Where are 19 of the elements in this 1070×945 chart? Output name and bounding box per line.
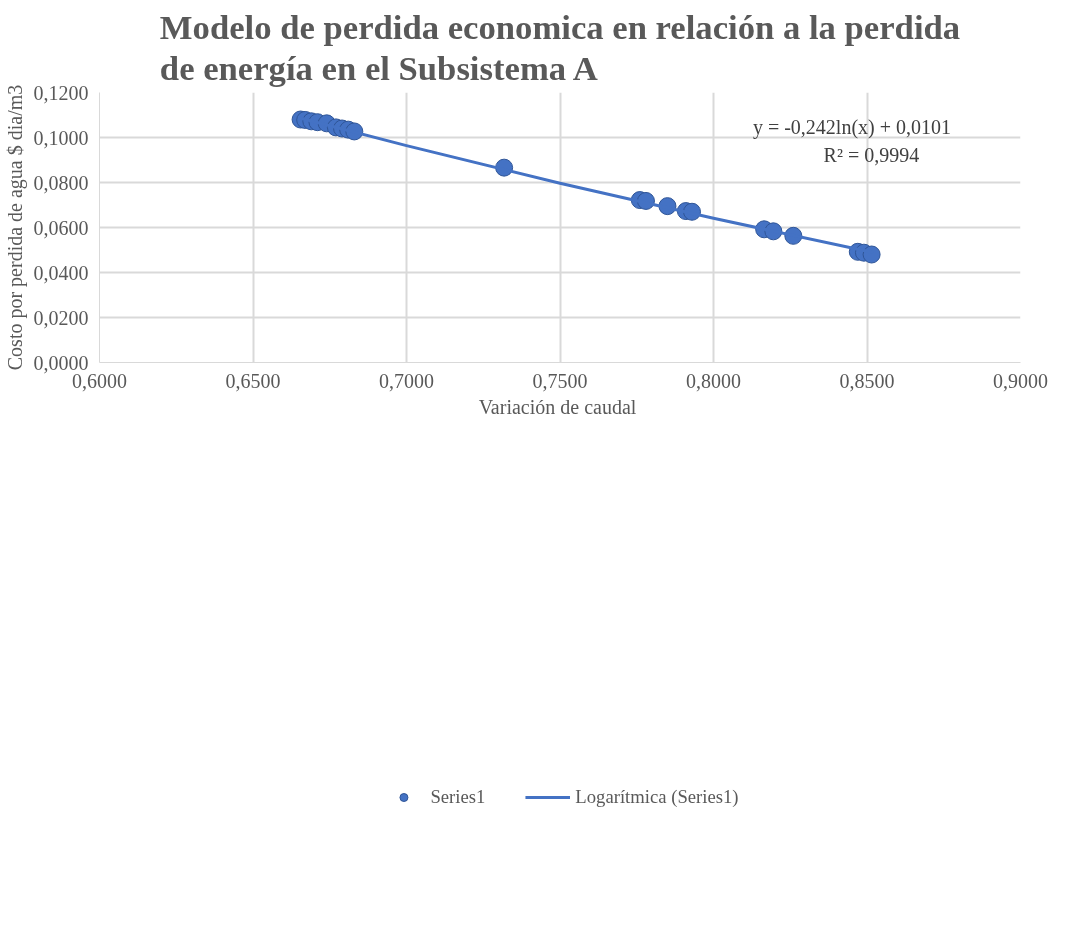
- y-tick-label: 0,0800: [33, 171, 89, 194]
- y-tick-label: 0,0200: [33, 306, 89, 329]
- annotation: y = -0,242ln(x) + 0,0101: [752, 116, 952, 140]
- y-tick-label: 0,1000: [33, 126, 89, 149]
- x-tick-label: 0,7000: [379, 369, 434, 392]
- x-tick-label: 0,6500: [225, 369, 281, 392]
- y-tick-label: 0,0400: [33, 261, 89, 284]
- y-tick-label: 0,0600: [33, 216, 89, 239]
- chart-title: Modelo de perdida economica en relación a la perdida de energía en el Subsistema A: [159, 7, 961, 88]
- legend-label: Series1: [430, 786, 486, 808]
- annotation: R² = 0,9994: [823, 144, 920, 167]
- x-tick-label: 0,8000: [686, 369, 741, 392]
- x-axis-title: Variación de caudal: [478, 395, 637, 418]
- x-tick-label: 0,8500: [839, 369, 895, 392]
- y-tick-label: 0,1200: [33, 81, 89, 104]
- y-axis-title: Costo por perdida de agua $ dia/m3: [3, 84, 27, 371]
- legend-label: Logarítmica (Series1): [575, 786, 739, 808]
- x-tick-label: 0,9000: [993, 369, 1048, 392]
- x-tick-label: 0,7500: [532, 369, 588, 392]
